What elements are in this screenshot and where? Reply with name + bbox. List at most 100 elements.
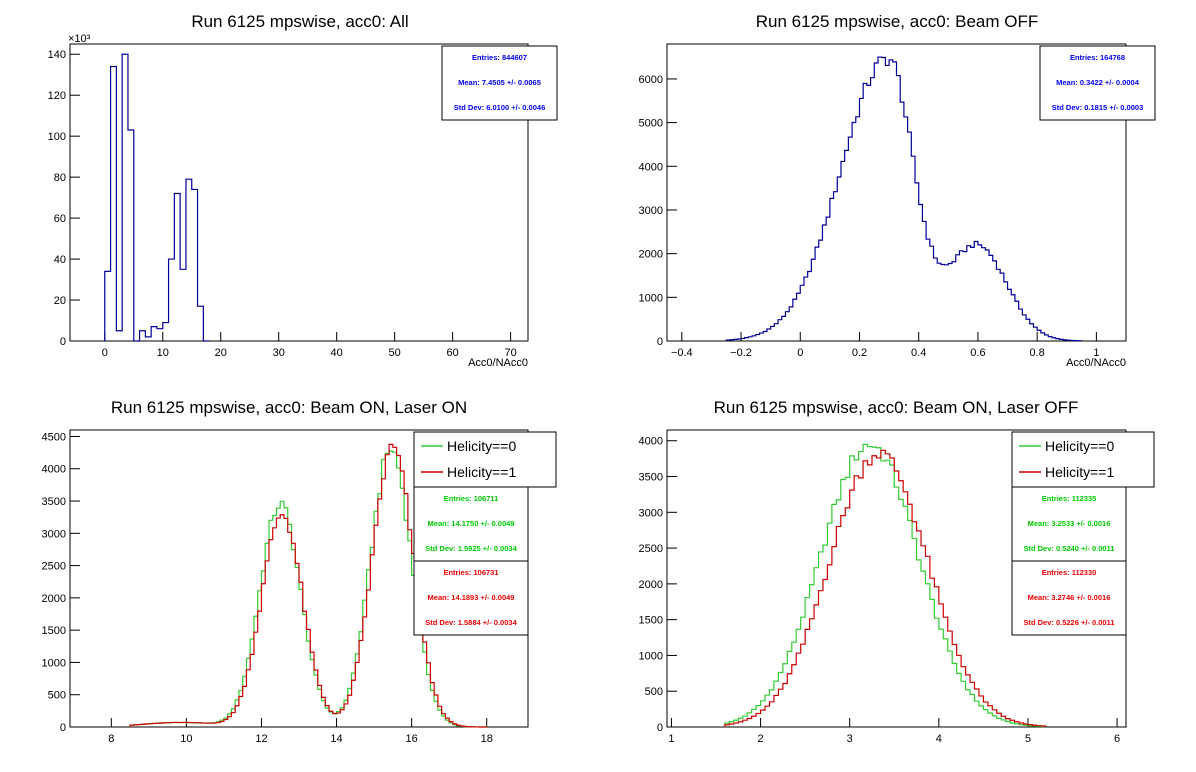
x-tick-label: 0 (797, 347, 803, 359)
y-tick-label: 1000 (639, 292, 663, 304)
x-tick-label: 60 (447, 347, 459, 359)
y-tick-label: 3000 (639, 507, 663, 519)
y-tick-label: 5000 (639, 118, 663, 130)
histogram-series-helicity1 (724, 449, 1047, 727)
stats-std: Std Dev: 1.5925 +/- 0.0034 (425, 544, 517, 553)
y-tick-label: 100 (48, 131, 66, 143)
y-tick-label: 0 (657, 722, 663, 734)
histogram-series-0 (725, 56, 1083, 342)
histogram-series-0 (104, 53, 210, 342)
panel-1-xlabel: Acc0/NAcc0 (468, 357, 528, 369)
legend-box (1011, 431, 1155, 488)
panel-2-xlabel: Acc0/NAcc0 (1066, 357, 1126, 369)
y-tick-label: 4500 (42, 431, 66, 443)
x-tick-label: 14 (330, 733, 342, 745)
y-tick-label: 1000 (639, 650, 663, 662)
x-tick-label: 70 (504, 347, 516, 359)
x-tick-label: 10 (180, 733, 192, 745)
x-tick-label: 5 (1025, 733, 1031, 745)
y-tick-label: 40 (54, 254, 66, 266)
panel-4: 1 2 3 4 5 6 0 500 1000 1500 2000 2500 3000 3500 4000 He… (639, 429, 1155, 745)
y-tick-label: 0 (657, 336, 663, 348)
y-tick-label: 0 (60, 722, 66, 734)
y-tick-label: 140 (48, 49, 66, 61)
x-tick-label: 2 (758, 733, 764, 745)
x-tick-label: −0.2 (730, 347, 752, 359)
x-tick-label: 0.4 (911, 347, 926, 359)
y-tick-label: 4000 (639, 161, 663, 173)
x-tick-label: 6 (1114, 733, 1120, 745)
panel-3-title: Run 6125 mpswise, acc0: Beam ON, Laser O… (111, 398, 467, 417)
x-tick-label: 40 (331, 347, 343, 359)
stats-box (1011, 560, 1127, 636)
stats-box (441, 45, 558, 121)
x-tick-label: 1 (668, 733, 674, 745)
panel-4-title: Run 6125 mpswise, acc0: Beam ON, Laser O… (714, 398, 1079, 417)
stats-box (1039, 45, 1156, 121)
x-tick-label: 20 (215, 347, 227, 359)
stats-std: Std Dev: 6.0100 +/- 0.0046 (454, 103, 546, 112)
x-tick-label: 0 (102, 347, 108, 359)
plot-frame (666, 43, 1127, 342)
x-tick-label: 1 (1093, 347, 1099, 359)
stats-std: Std Dev: 0.5226 +/- 0.0011 (1023, 618, 1114, 627)
y-tick-label: 500 (645, 686, 663, 698)
legend-label: Helicity==1 (447, 464, 516, 480)
y-tick-label: 3000 (42, 528, 66, 540)
stats-mean: Mean: 3.2533 +/- 0.0016 (1028, 519, 1111, 528)
x-tick-label: 0.8 (1030, 347, 1045, 359)
y-tick-label: 60 (54, 213, 66, 225)
stats-entries: Entries: 106731 (443, 568, 498, 577)
stats-entries: Entries: 106711 (444, 494, 499, 503)
y-tick-label: 1500 (639, 615, 663, 627)
x-tick-label: 4 (936, 733, 942, 745)
stats-std: Std Dev: 0.5240 +/- 0.0011 (1023, 544, 1114, 553)
panel-1-title: Run 6125 mpswise, acc0: All (191, 12, 408, 31)
x-tick-label: −0.4 (671, 347, 693, 359)
x-tick-label: 16 (405, 733, 417, 745)
y-tick-label: 4000 (639, 436, 663, 448)
x-tick-label: 0.6 (970, 347, 985, 359)
x-tick-label: 0.2 (852, 347, 867, 359)
y-tick-label: 120 (48, 90, 66, 102)
stats-box (413, 486, 529, 562)
x-tick-label: 3 (847, 733, 853, 745)
legend-label: Helicity==1 (1045, 464, 1114, 480)
stats-entries: Entries: 844607 (472, 53, 527, 62)
stats-mean: Mean: 0.3422 +/- 0.0004 (1056, 78, 1140, 87)
histogram-series-helicity1 (129, 443, 488, 728)
stats-entries: Entries: 112335 (1042, 494, 1097, 503)
legend-label: Helicity==0 (1045, 438, 1114, 454)
y-tick-label: 2500 (42, 561, 66, 573)
x-tick-label: 30 (273, 347, 285, 359)
legend-box (413, 431, 557, 488)
y-tick-label: 0 (60, 336, 66, 348)
plot-frame (69, 43, 529, 342)
x-tick-label: 18 (481, 733, 493, 745)
y-tick-label: 500 (48, 690, 66, 702)
y-tick-label: 1500 (42, 625, 66, 637)
panel-2: −0.4 −0.2 0 0.2 0.4 0.6 0.8 1 0 1000 2000 3000 4000 5… (639, 43, 1156, 359)
stats-entries: Entries: 112330 (1042, 568, 1097, 577)
stats-mean: Mean: 14.1750 +/- 0.0049 (428, 519, 515, 528)
y-tick-label: 3500 (639, 472, 663, 484)
panel-1-y-multiplier: ×10³ (68, 33, 91, 45)
x-tick-label: 8 (108, 733, 114, 745)
stats-box (413, 560, 529, 636)
y-tick-label: 3500 (42, 496, 66, 508)
y-tick-label: 2000 (42, 593, 66, 605)
panel-2-title: Run 6125 mpswise, acc0: Beam OFF (756, 12, 1039, 31)
y-tick-label: 80 (54, 172, 66, 184)
y-tick-label: 6000 (639, 74, 663, 86)
x-tick-label: 10 (157, 347, 169, 359)
y-tick-label: 1000 (42, 657, 66, 669)
y-tick-label: 2500 (639, 543, 663, 555)
stats-std: Std Dev: 1.5884 +/- 0.0034 (425, 618, 517, 627)
panel-1: 0 10 20 30 40 50 60 70 0 20 40 60 80 100 120 140 Entries… (48, 43, 558, 359)
stats-entries: Entries: 164768 (1070, 53, 1125, 62)
y-tick-label: 20 (54, 295, 66, 307)
legend-label: Helicity==0 (447, 438, 516, 454)
y-tick-label: 4000 (42, 464, 66, 476)
stats-mean: Mean: 14.1893 +/- 0.0049 (428, 593, 515, 602)
